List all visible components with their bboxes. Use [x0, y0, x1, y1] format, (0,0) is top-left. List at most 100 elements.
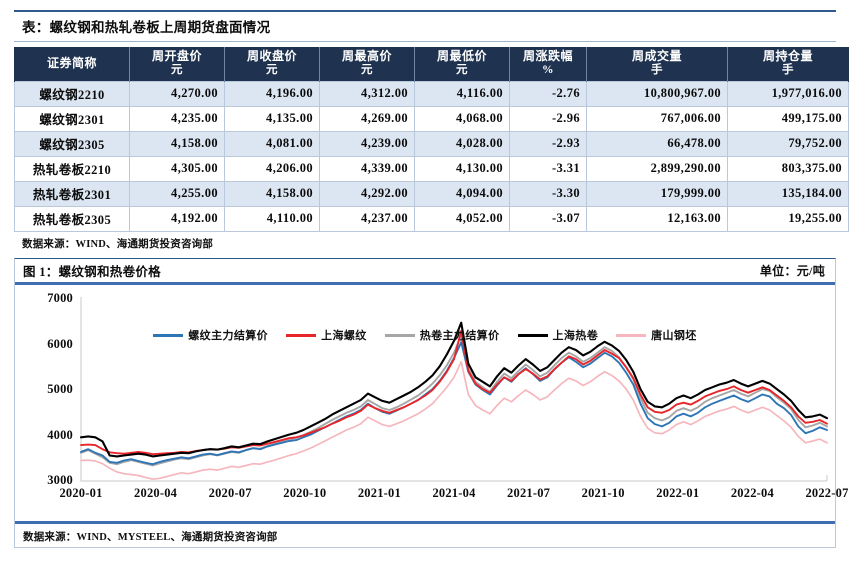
column-header-unit: 手 — [782, 63, 794, 76]
cell-chg: -3.31 — [509, 156, 587, 183]
legend-label: 唐山钢坯 — [651, 330, 697, 342]
cell-open: 4,235.00 — [129, 106, 225, 133]
table-row: 螺纹钢2301 4,235.00 4,135.00 4,269.00 4,068.00-… — [14, 106, 849, 133]
cell-chg: -3.07 — [509, 206, 587, 233]
series-line-4 — [80, 360, 828, 481]
cell-volume: 12,163.00 — [586, 206, 728, 233]
cell-volume: 179,999.00 — [586, 181, 728, 208]
y-axis-tick-label: 3000 — [47, 473, 73, 487]
cell-open: 4,270.00 — [129, 81, 225, 108]
x-axis-tick-label: 2020-07 — [208, 486, 252, 500]
x-axis-tick-label: 2020-04 — [134, 486, 178, 500]
cell-instrument-name: 热轧卷板2305 — [14, 206, 130, 233]
cell-close: 4,158.00 — [224, 181, 320, 208]
table-row: 螺纹钢2305 4,158.00 4,081.00 4,239.00 4,028.00-… — [14, 131, 849, 158]
column-header-unit: 元 — [171, 63, 183, 76]
chart-header: 图 1：螺纹钢和热卷价格 单位：元/吨 — [15, 259, 835, 285]
cell-oi: 79,752.00 — [727, 131, 849, 158]
column-header-unit: 手 — [651, 63, 663, 76]
y-axis-tick-label: 5000 — [47, 382, 73, 396]
x-axis-tick-label: 2021-01 — [357, 486, 401, 500]
x-axis-tick-label: 2020-10 — [283, 486, 327, 500]
legend-item[interactable]: 唐山钢坯 — [616, 327, 697, 343]
legend-item[interactable]: 热卷主力结算价 — [384, 327, 500, 343]
x-axis-tick-label: 2021-04 — [432, 486, 476, 500]
cell-high: 4,312.00 — [319, 81, 415, 108]
table-row: 热轧卷板2301 4,255.00 4,158.00 4,292.00 4,094.00… — [14, 181, 849, 208]
cell-close: 4,081.00 — [224, 131, 320, 158]
cell-volume: 10,800,967.00 — [586, 81, 728, 108]
column-header-open: 周开盘价 元 — [129, 47, 225, 82]
legend-item[interactable]: 上海螺纹 — [286, 327, 367, 343]
column-header-label: 周最高价 — [341, 49, 392, 63]
legend-label: 热卷主力结算价 — [419, 330, 500, 342]
legend-label: 上海螺纹 — [321, 330, 367, 342]
cell-volume: 2,899,290.00 — [586, 156, 728, 183]
cell-close: 4,110.00 — [224, 206, 320, 233]
table-row: 螺纹钢2210 4,270.00 4,196.00 4,312.00 4,116.00-… — [14, 81, 849, 108]
cell-chg: -3.30 — [509, 181, 587, 208]
column-header-volume: 周成交量 手 — [586, 47, 728, 82]
table-body: 螺纹钢2210 4,270.00 4,196.00 4,312.00 4,116.00 -… — [14, 81, 849, 233]
table-panel: 表：螺纹钢和热轧卷板上周期货盘面情况 证券简称 周开盘价 元 周收盘价 元 周最… — [14, 10, 849, 250]
series-line-2 — [80, 334, 828, 467]
cell-open: 4,192.00 — [129, 206, 225, 233]
cell-volume: 767,006.00 — [586, 106, 728, 133]
cell-low: 4,028.00 — [414, 131, 510, 158]
legend-line-icon — [384, 333, 415, 337]
cell-close: 4,135.00 — [224, 106, 320, 133]
legend-label: 上海热卷 — [552, 330, 599, 342]
y-axis-tick-label: 4000 — [47, 427, 73, 442]
cell-high: 4,237.00 — [319, 206, 415, 233]
legend-line-icon — [616, 333, 647, 337]
cell-instrument-name: 热轧卷板2301 — [14, 181, 130, 208]
cell-low: 4,130.00 — [414, 156, 510, 183]
cell-close: 4,196.00 — [224, 81, 320, 108]
legend-line-icon — [153, 333, 184, 337]
cell-open: 4,158.00 — [129, 131, 225, 158]
cell-chg: -2.93 — [509, 131, 587, 158]
chart-footer: 数据来源：WIND、MYSTEEL、海通期货投资咨询部 — [15, 521, 835, 547]
cell-instrument-name: 热轧卷板2210 — [14, 156, 130, 183]
column-header-label: 周成交量 — [631, 49, 682, 63]
cell-close: 4,206.00 — [224, 156, 320, 183]
cell-instrument-name: 螺纹钢2305 — [14, 131, 130, 158]
column-header-close: 周收盘价 元 — [224, 47, 320, 82]
legend-item[interactable]: 螺纹主力结算价 — [153, 327, 268, 343]
cell-low: 4,094.00 — [414, 181, 510, 208]
cell-open: 4,305.00 — [129, 156, 225, 183]
table-title: 表：螺纹钢和热轧卷板上周期货盘面情况 — [14, 12, 836, 42]
column-header-unit: % — [542, 63, 554, 76]
legend-label: 螺纹主力结算价 — [188, 330, 269, 342]
column-header-label: 周收盘价 — [246, 49, 297, 63]
cell-low: 4,052.00 — [414, 206, 510, 233]
chart-legend: 螺纹主力结算价 上海螺纹 热卷主力结算价 上海热卷 唐山钢坯 — [15, 327, 835, 343]
chart-source-note: 数据来源：WIND、MYSTEEL、海通期货投资咨询部 — [23, 532, 278, 543]
table-source-note: 数据来源：WIND、海通期货投资咨询部 — [22, 239, 214, 251]
column-header-change: 周涨跌幅 % — [509, 47, 587, 82]
cell-instrument-name: 螺纹钢2210 — [14, 81, 130, 108]
column-header-label: 周开盘价 — [151, 49, 202, 63]
x-axis-tick-label: 2022-04 — [730, 486, 774, 500]
series-line-3 — [79, 321, 829, 458]
y-axis-tick-label: 7000 — [47, 291, 73, 305]
cell-low: 4,116.00 — [414, 81, 510, 108]
legend-item[interactable]: 上海热卷 — [517, 327, 599, 343]
chart-svg — [79, 297, 829, 482]
cell-high: 4,239.00 — [319, 131, 415, 158]
cell-high: 4,339.00 — [319, 156, 415, 183]
column-header-unit: 元 — [456, 63, 468, 76]
chart-panel: 图 1：螺纹钢和热卷价格 单位：元/吨 螺纹主力结算价 上海螺纹 热卷主力结算价 上海… — [14, 258, 848, 548]
cell-oi: 1,977,016.00 — [727, 81, 849, 108]
chart-plot-area: 螺纹主力结算价 上海螺纹 热卷主力结算价 上海热卷 唐山钢坯 3000 4000 5000 6… — [15, 285, 848, 519]
y-axis-tick-label: 6000 — [47, 336, 73, 351]
x-axis-tick-label: 2022-07 — [805, 486, 849, 500]
column-header-unit: 元 — [266, 63, 278, 76]
column-header-high: 周最高价 元 — [319, 47, 415, 82]
table-row: 热轧卷板2305 4,192.00 4,110.00 4,237.00 4,052.00… — [14, 206, 849, 233]
table-row: 热轧卷板2210 4,305.00 4,206.00 4,339.00 4,130.00… — [14, 156, 849, 183]
column-header-label: 周持仓量 — [762, 49, 813, 63]
x-axis-tick-label: 2021-10 — [581, 486, 625, 500]
column-header-openinterest: 周持仓量 手 — [727, 47, 849, 82]
cell-volume: 66,478.00 — [586, 131, 728, 158]
